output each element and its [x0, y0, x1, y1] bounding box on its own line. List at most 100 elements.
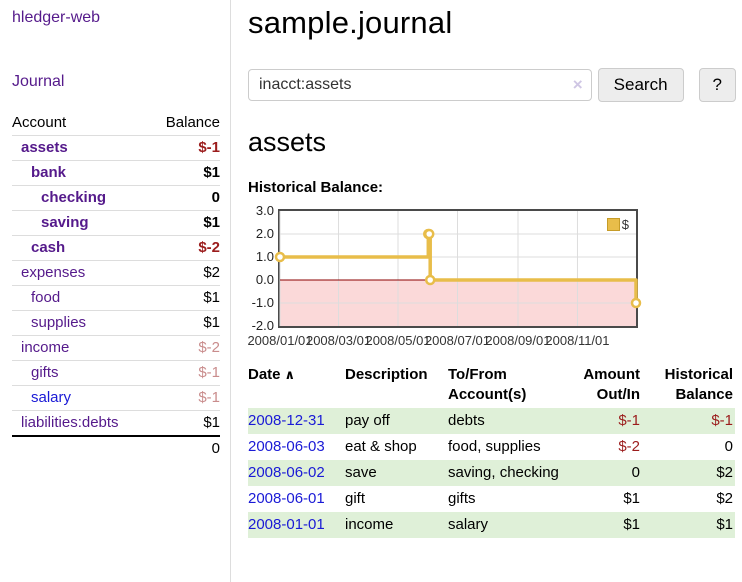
transaction-amount: $-2 — [618, 438, 640, 455]
page-title: sample.journal — [248, 5, 453, 40]
account-row: income $-2 — [12, 335, 220, 361]
historical-balance-chart: 3.0 2.0 1.0 0.0 -1.0 -2.0 $ 2008/01/01 2008/03… — [247, 202, 736, 350]
account-balance: $1 — [149, 410, 220, 437]
register-header-amount: Amount Out/In — [583, 366, 640, 403]
transaction-date-link[interactable]: 2008-06-03 — [248, 438, 325, 455]
y-tick-label: -2.0 — [251, 318, 274, 333]
account-link[interactable]: income — [21, 339, 70, 356]
accounts-header-balance: Balance — [149, 112, 220, 136]
x-tick-label: 2008/07/01 — [424, 333, 491, 348]
register-header-accounts: To/From Account(s) — [448, 366, 527, 403]
transaction-balance: $2 — [716, 490, 733, 507]
account-link[interactable]: food — [31, 289, 61, 306]
account-link[interactable]: expenses — [21, 264, 86, 281]
account-balance: $1 — [149, 310, 220, 336]
account-link[interactable]: assets — [21, 139, 68, 156]
account-row: assets $-1 — [12, 135, 220, 161]
register-table: Date ∧ Description To/From Account(s) Amo… — [248, 364, 735, 538]
nav-journal-link[interactable]: Journal — [12, 73, 65, 90]
x-tick-label: 2008/09/01 — [485, 333, 551, 348]
transaction-description: pay off — [345, 408, 448, 434]
account-balance: $-1 — [149, 135, 220, 161]
search-button[interactable]: Search — [597, 68, 684, 102]
account-row: saving $1 — [12, 210, 220, 236]
accounts-total-row: 0 — [12, 435, 220, 461]
account-row: liabilities:debts $1 — [12, 410, 220, 437]
y-tick-label: 1.0 — [255, 249, 274, 264]
search-box: × — [248, 69, 592, 101]
account-row: salary $-1 — [12, 385, 220, 411]
chart-heading: Historical Balance: — [248, 179, 384, 196]
transaction-description: eat & shop — [345, 438, 417, 455]
transaction-accounts: gifts — [448, 490, 476, 507]
chart-plot-area: $ — [274, 209, 642, 328]
legend-swatch-icon — [606, 218, 620, 231]
accounts-header-account: Account — [12, 112, 150, 136]
account-link[interactable]: liabilities:debts — [21, 414, 119, 431]
account-balance: 0 — [149, 185, 220, 211]
account-heading: assets — [248, 127, 327, 157]
account-link[interactable]: cash — [31, 239, 66, 256]
transaction-amount: 0 — [580, 460, 642, 486]
accounts-table: Account Balance assets $-1 bank $1 checking 0… — [12, 112, 220, 461]
account-link[interactable]: checking — [41, 189, 107, 206]
transaction-description: gift — [345, 490, 366, 507]
register-header-balance: Historical Balance — [664, 366, 733, 403]
transaction-row: 2008-06-02 save saving, checking 0 $2 — [248, 460, 735, 486]
transaction-balance: $2 — [642, 460, 735, 486]
account-link[interactable]: salary — [31, 389, 72, 406]
chart-canvas — [274, 211, 642, 326]
search-bar: × Search ? — [248, 68, 736, 102]
account-link[interactable]: supplies — [31, 314, 87, 331]
accounts-total-balance: 0 — [149, 435, 220, 461]
transaction-accounts: food, supplies — [448, 438, 541, 455]
app-title-link[interactable]: hledger-web — [12, 9, 101, 26]
x-tick-label: 2008/01/01 — [247, 333, 313, 348]
x-tick-label: 2008/03/01 — [305, 333, 372, 348]
transaction-description: income — [345, 512, 448, 538]
transaction-row: 2008-06-03 eat & shop food, supplies $-2 0 — [248, 434, 735, 460]
clear-search-icon[interactable]: × — [572, 74, 583, 94]
account-link[interactable]: saving — [41, 214, 89, 231]
transaction-amount: $-1 — [580, 408, 642, 434]
transaction-row: 2008-01-01 income salary $1 $1 — [248, 512, 735, 538]
transaction-date-link[interactable]: 2008-01-01 — [248, 516, 325, 533]
register-header-date[interactable]: Date ∧ — [248, 364, 345, 408]
x-tick-label: 2008/05/01 — [365, 333, 431, 348]
transaction-balance: $1 — [642, 512, 735, 538]
account-link[interactable]: gifts — [31, 364, 59, 381]
legend-label: $ — [621, 217, 629, 232]
transaction-amount: $1 — [623, 490, 640, 507]
account-row: checking 0 — [12, 185, 220, 211]
account-balance: $1 — [149, 210, 220, 236]
transaction-date-link[interactable]: 2008-12-31 — [248, 412, 325, 429]
account-balance: $-2 — [149, 235, 220, 261]
account-row: expenses $2 — [12, 260, 220, 286]
account-link[interactable]: bank — [31, 164, 67, 181]
transaction-row: 2008-06-01 gift gifts $1 $2 — [248, 486, 735, 512]
account-balance: $1 — [149, 285, 220, 311]
chart-legend: $ — [606, 217, 629, 232]
y-tick-label: -1.0 — [251, 295, 274, 310]
transaction-description: save — [345, 460, 448, 486]
help-button[interactable]: ? — [698, 68, 736, 102]
transaction-row: 2008-12-31 pay off debts $-1 $-1 — [248, 408, 735, 434]
accounts-header-row: Account Balance — [12, 112, 220, 136]
y-tick-label: 3.0 — [255, 203, 274, 218]
transaction-accounts: salary — [448, 512, 580, 538]
y-tick-label: 0.0 — [255, 272, 274, 287]
transaction-balance: 0 — [724, 438, 733, 455]
search-input[interactable] — [248, 69, 592, 101]
transaction-date-link[interactable]: 2008-06-01 — [248, 490, 325, 507]
sidebar: hledger-web Journal Account Balance asse… — [0, 0, 231, 582]
transaction-accounts: debts — [448, 408, 580, 434]
account-row: cash $-2 — [12, 235, 220, 261]
register-header-description: Description — [345, 366, 428, 383]
account-balance: $-1 — [149, 360, 220, 386]
account-row: supplies $1 — [12, 310, 220, 336]
account-balance: $1 — [149, 160, 220, 186]
transaction-amount: $1 — [580, 512, 642, 538]
sort-ascending-icon: ∧ — [284, 367, 296, 382]
transaction-date-link[interactable]: 2008-06-02 — [248, 464, 325, 481]
transaction-balance: $-1 — [642, 408, 735, 434]
